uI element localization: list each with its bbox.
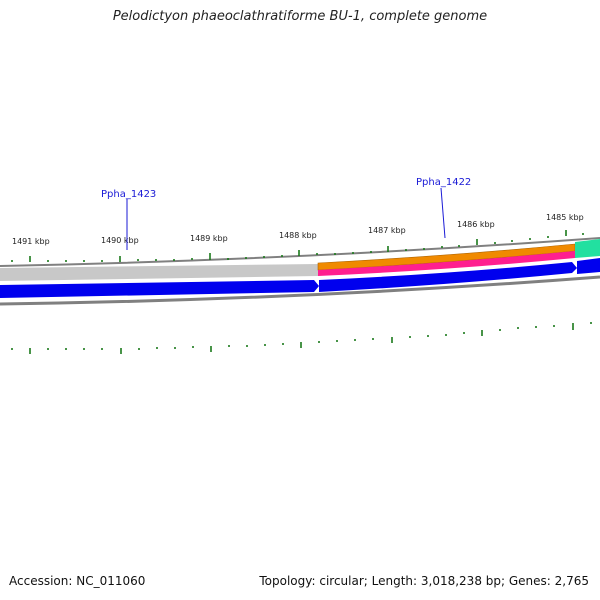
upper-tick-marks bbox=[11, 230, 584, 262]
cds-arrow-middle bbox=[319, 262, 577, 292]
pink-feature-band bbox=[318, 251, 575, 276]
inner-outline-track bbox=[0, 275, 600, 306]
tick-label-1489: 1489 kbp bbox=[190, 234, 228, 243]
cds-arrow-left bbox=[0, 280, 319, 298]
gene-label-ppha-1423[interactable]: Ppha_1423 bbox=[101, 189, 156, 200]
tick-label-1491: 1491 kbp bbox=[12, 237, 50, 246]
tick-label-1488: 1488 kbp bbox=[279, 231, 317, 240]
outer-outline-track bbox=[0, 237, 600, 267]
tick-label-1486: 1486 kbp bbox=[457, 220, 495, 229]
cds-arrow-right bbox=[577, 258, 600, 274]
gene-label-leader-1422 bbox=[440, 187, 446, 239]
gray-feature-band bbox=[0, 264, 318, 281]
gene-label-ppha-1422[interactable]: Ppha_1422 bbox=[416, 177, 471, 188]
green-feature-band bbox=[575, 239, 600, 258]
genome-summary-text: Topology: circular; Length: 3,018,238 bp… bbox=[259, 574, 589, 588]
tick-label-1485: 1485 kbp bbox=[546, 213, 584, 222]
genome-title: Pelodictyon phaeoclathratiforme BU-1, co… bbox=[112, 9, 488, 24]
accession-text: Accession: NC_011060 bbox=[9, 574, 146, 588]
tick-label-1487: 1487 kbp bbox=[368, 226, 406, 235]
lower-tick-marks bbox=[11, 322, 592, 354]
tick-label-1490: 1490 kbp bbox=[101, 236, 139, 245]
